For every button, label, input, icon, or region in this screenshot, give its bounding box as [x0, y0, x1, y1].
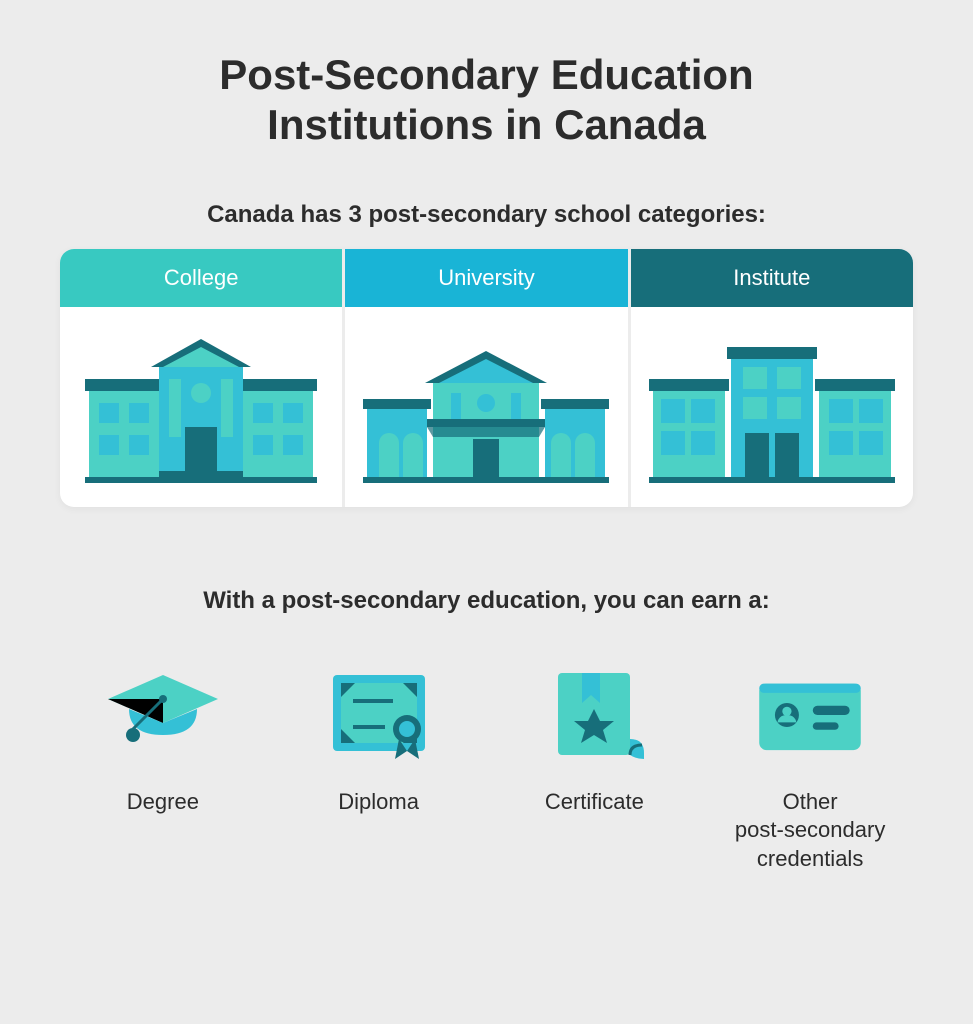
id-card-icon: [750, 660, 870, 770]
title-line-2: Institutions in Canada: [267, 101, 706, 148]
category-header-university: University: [345, 249, 627, 307]
category-institute: Institute: [631, 249, 913, 507]
title-line-1: Post-Secondary Education: [219, 51, 753, 98]
category-university: University: [345, 249, 627, 507]
institute-building-icon: [647, 337, 897, 487]
categories-row: College: [60, 249, 913, 507]
credential-label-certificate: Certificate: [545, 788, 644, 817]
university-building-icon: [361, 347, 611, 487]
diploma-icon: [319, 660, 439, 770]
credential-other: Other post-secondary credentials: [707, 660, 913, 874]
page-title: Post-Secondary Education Institutions in…: [60, 50, 913, 151]
category-header-college: College: [60, 249, 342, 307]
category-college: College: [60, 249, 342, 507]
credential-degree: Degree: [60, 660, 266, 874]
category-body-university: [345, 307, 627, 507]
category-body-institute: [631, 307, 913, 507]
credentials-subtitle: With a post-secondary education, you can…: [60, 587, 913, 615]
category-header-institute: Institute: [631, 249, 913, 307]
credential-certificate: Certificate: [492, 660, 698, 874]
categories-subtitle: Canada has 3 post-secondary school categ…: [60, 201, 913, 229]
credential-diploma: Diploma: [276, 660, 482, 874]
credential-label-other: Other post-secondary credentials: [735, 788, 885, 874]
certificate-icon: [534, 660, 654, 770]
category-body-college: [60, 307, 342, 507]
credential-label-degree: Degree: [127, 788, 199, 817]
college-building-icon: [81, 337, 321, 487]
credential-label-diploma: Diploma: [338, 788, 419, 817]
credentials-row: Degree Diploma: [60, 660, 913, 874]
degree-icon: [103, 660, 223, 770]
